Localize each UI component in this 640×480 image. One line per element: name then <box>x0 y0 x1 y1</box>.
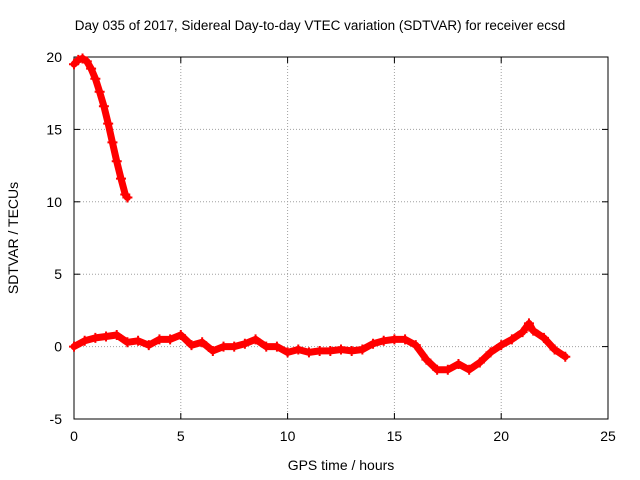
y-tick-label: 0 <box>54 339 62 355</box>
data-point <box>90 332 101 343</box>
data-point <box>517 327 528 338</box>
data-point <box>261 341 272 352</box>
x-tick-label: 20 <box>493 428 509 444</box>
data-point <box>94 86 105 97</box>
x-tick-label: 10 <box>280 428 296 444</box>
series-2 <box>69 318 571 375</box>
data-point <box>453 358 464 369</box>
series-1 <box>69 53 133 203</box>
data-point <box>79 335 90 346</box>
y-tick-label: 20 <box>46 49 62 65</box>
data-point <box>86 63 97 74</box>
data-point <box>107 137 118 148</box>
data-point <box>303 347 314 358</box>
data-point <box>496 340 507 351</box>
data-point <box>389 334 400 345</box>
data-point <box>122 192 133 203</box>
data-point <box>538 332 549 343</box>
data-point <box>98 101 109 112</box>
data-point <box>69 341 79 352</box>
data-point <box>336 344 346 355</box>
x-tick-label: 25 <box>600 428 616 444</box>
data-point <box>115 173 126 184</box>
plot-border <box>73 56 609 420</box>
data-point <box>111 330 122 341</box>
data-point <box>175 330 186 341</box>
data-point <box>464 364 475 375</box>
data-point <box>378 335 389 346</box>
data-point <box>271 341 282 352</box>
y-tick-label: -5 <box>50 411 63 427</box>
data-point <box>442 364 453 375</box>
data-point <box>421 354 432 365</box>
data-point <box>165 334 176 345</box>
data-point <box>250 334 261 345</box>
series-line <box>70 319 569 374</box>
y-axis-label: SDTVAR / TECUs <box>5 182 21 294</box>
data-point <box>143 340 154 351</box>
data-point <box>81 56 92 67</box>
data-point <box>122 337 133 348</box>
data-point <box>229 341 240 352</box>
y-tick-label: 5 <box>54 266 62 282</box>
data-point <box>485 347 496 358</box>
data-point <box>154 334 165 345</box>
data-point <box>293 344 304 355</box>
series-line <box>70 54 131 201</box>
y-tick-label: 15 <box>46 121 62 137</box>
x-axis-label: GPS time / hours <box>288 457 395 473</box>
data-point <box>111 156 122 167</box>
data-point <box>90 73 101 84</box>
data-point <box>186 340 197 351</box>
data-point <box>346 345 357 356</box>
data-point <box>101 331 112 342</box>
data-point <box>197 337 208 348</box>
x-tick-label: 0 <box>70 428 78 444</box>
data-point <box>357 344 368 355</box>
data-point <box>239 338 250 349</box>
x-tick-label: 15 <box>387 428 403 444</box>
data-point <box>474 357 485 368</box>
data-point <box>282 347 293 358</box>
chart-title: Day 035 of 2017, Sidereal Day-to-day VTE… <box>74 18 566 33</box>
data-point <box>314 345 325 356</box>
data-point <box>549 344 560 355</box>
x-tick-label: 5 <box>177 428 185 444</box>
y-tick-label: 10 <box>46 194 62 210</box>
data-point <box>103 118 114 129</box>
data-point <box>218 341 229 352</box>
data-point <box>325 345 336 356</box>
data-point <box>432 364 443 375</box>
data-point <box>523 318 534 329</box>
data-point <box>410 340 421 351</box>
data-point <box>506 334 517 345</box>
data-point <box>368 338 379 349</box>
data-point <box>400 334 411 345</box>
data-point <box>133 335 144 346</box>
data-point <box>560 351 571 362</box>
data-point <box>207 345 218 356</box>
data-point <box>528 325 539 336</box>
